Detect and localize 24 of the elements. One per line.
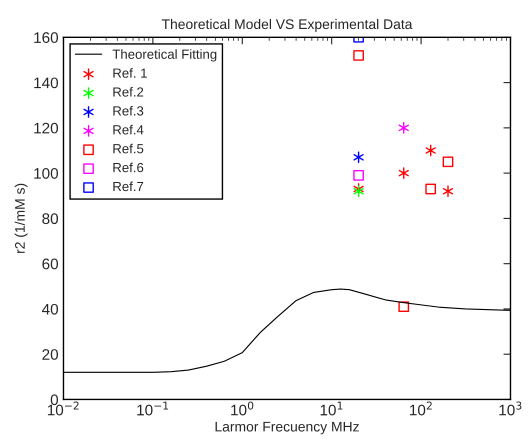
y-tick-label: 120: [34, 122, 58, 134]
y-tick-label: 40: [42, 304, 58, 315]
chart-title: Theoretical Model VS Experimental Data: [162, 18, 412, 32]
legend-label: Ref.7: [113, 181, 144, 192]
legend-label: Ref.2: [113, 87, 144, 97]
y-tick-label: 80: [42, 213, 58, 224]
y-tick-label: 60: [42, 258, 58, 270]
y-tick-label: 140: [34, 77, 58, 88]
x-tick-label: 10$^{0}$: [231, 402, 254, 416]
y-tick-label: 160: [34, 32, 58, 43]
y-tick-label: 100: [34, 168, 58, 179]
x-tick-label: 10$^{2}$: [410, 402, 432, 416]
y-tick-label: 20: [42, 349, 58, 360]
y-axis-title: r2 (1/mM s): [14, 184, 28, 253]
legend-label: Theoretical Fitting: [112, 49, 216, 62]
legend-label: Ref.5: [113, 144, 144, 154]
legend-label: Ref. 1: [113, 68, 147, 78]
x-axis-title: Larmor Frecuency MHz: [216, 422, 359, 434]
x-tick-label: 10$^{1}$: [320, 402, 342, 416]
x-tick-label: 10$^{3}$: [499, 402, 522, 416]
legend-label: Ref.4: [113, 124, 144, 134]
legend-label: Ref.6: [113, 162, 144, 172]
x-tick-label: 10$^{−1}$: [137, 402, 168, 416]
legend-label: Ref.3: [113, 106, 144, 116]
